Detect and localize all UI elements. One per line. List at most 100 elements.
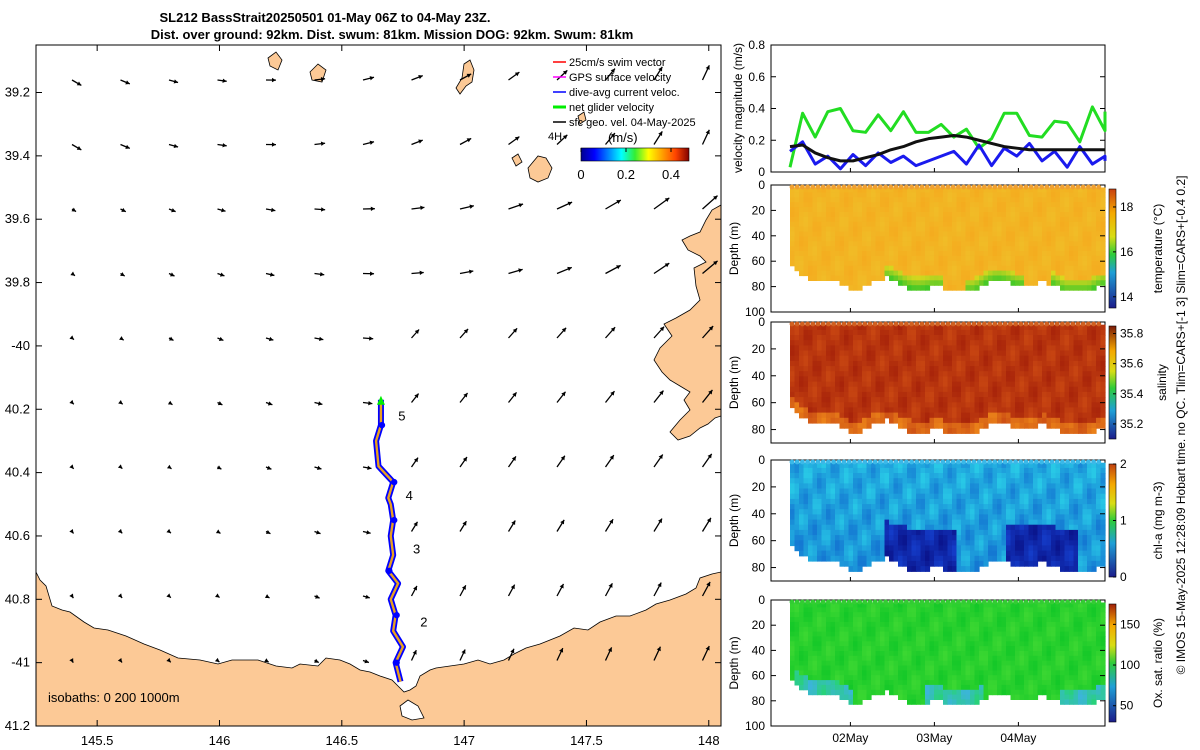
section-cell — [947, 473, 953, 479]
section-cell — [1069, 402, 1075, 409]
section-cell — [938, 550, 944, 557]
section-cell — [1015, 483, 1021, 490]
section-cell — [1015, 509, 1021, 515]
section-cell — [947, 467, 953, 474]
section-cell — [857, 524, 863, 531]
section-cell — [848, 381, 854, 388]
section-cell — [871, 236, 877, 242]
section-cell — [1046, 192, 1052, 198]
section-cell — [1019, 519, 1025, 526]
section-cell — [1051, 192, 1057, 198]
section-cell — [1019, 529, 1025, 536]
section-cell — [925, 285, 931, 291]
section-cell — [1082, 519, 1088, 526]
section-cell — [794, 397, 800, 403]
surface-sample-dot — [1018, 184, 1024, 190]
section-cell — [1069, 483, 1075, 490]
section-cell — [857, 187, 863, 193]
section-cell — [1046, 270, 1052, 277]
section-cell — [871, 545, 877, 552]
section-cell — [889, 381, 895, 388]
geo-velocity-arrow — [410, 521, 419, 532]
geo-velocity-arrow — [605, 326, 616, 339]
section-cell — [803, 187, 809, 193]
section-cell — [1015, 324, 1021, 331]
section-cell — [952, 270, 958, 277]
section-cell — [1006, 550, 1012, 557]
section-cell — [916, 545, 922, 552]
section-cell — [1087, 187, 1093, 193]
geo-velocity-arrow — [362, 530, 371, 535]
section-cell — [992, 324, 998, 331]
section-cell — [1060, 417, 1066, 424]
section-cell — [808, 641, 814, 647]
section-cell — [1015, 412, 1021, 419]
section-cell — [902, 202, 908, 208]
section-cell — [898, 324, 904, 331]
section-cell — [871, 417, 877, 424]
section-cell — [956, 241, 962, 247]
section-cell — [1087, 376, 1093, 383]
section-cell — [808, 270, 814, 277]
section-cell — [880, 417, 886, 424]
section-cell — [826, 684, 832, 691]
section-cell — [947, 260, 953, 267]
section-cell — [839, 251, 845, 257]
section-cell — [956, 376, 962, 383]
section-cell — [1078, 335, 1084, 341]
section-cell — [835, 665, 841, 671]
section-cell — [1010, 371, 1016, 377]
section-cell — [1010, 207, 1016, 213]
section-cell — [817, 251, 823, 257]
section-cell — [808, 366, 814, 372]
section-cell — [799, 324, 805, 331]
section-cell — [1069, 407, 1075, 414]
section-cell — [893, 212, 899, 218]
section-cell — [866, 265, 872, 272]
section-cell — [988, 335, 994, 341]
section-cell — [956, 236, 962, 242]
surface-sample-dot — [883, 321, 888, 327]
section-cell — [1060, 488, 1066, 495]
section-cell — [925, 478, 931, 484]
section-cell — [974, 335, 980, 341]
section-cell — [862, 617, 868, 623]
section-cell — [803, 197, 809, 203]
surface-sample-dot — [883, 459, 888, 465]
section-cell — [862, 509, 868, 515]
surface-sample-dot — [992, 321, 998, 327]
section-cell — [898, 535, 904, 541]
surface-sample-dot — [810, 459, 816, 465]
section-cell — [1028, 550, 1034, 557]
section-cell — [952, 360, 958, 367]
section-cell — [1001, 371, 1007, 377]
section-cell — [916, 514, 922, 521]
section-cell — [934, 260, 940, 267]
section-cell — [952, 197, 958, 203]
section-cell — [1033, 560, 1039, 567]
section-cell — [925, 340, 931, 346]
section-cell — [862, 241, 868, 247]
section-cell — [875, 514, 881, 521]
section-cell — [794, 660, 800, 667]
section-cell — [794, 535, 800, 541]
section-cell — [907, 422, 913, 429]
section-cell — [979, 275, 985, 281]
section-cell — [853, 345, 859, 352]
section-cell — [997, 498, 1003, 505]
section-cell — [902, 473, 908, 479]
section-cell — [857, 371, 863, 377]
section-cell — [997, 473, 1003, 479]
section-cell — [1024, 221, 1030, 228]
section-cell — [956, 350, 962, 357]
section-cell — [983, 329, 989, 336]
section-cell — [1064, 192, 1070, 198]
section-cell — [974, 540, 980, 547]
section-cell — [844, 612, 850, 618]
section-cell — [1019, 488, 1025, 495]
section-cell — [880, 260, 886, 267]
section-cell — [979, 397, 985, 403]
section-cell — [911, 509, 917, 515]
section-cell — [830, 407, 836, 414]
section-cell — [938, 270, 944, 277]
